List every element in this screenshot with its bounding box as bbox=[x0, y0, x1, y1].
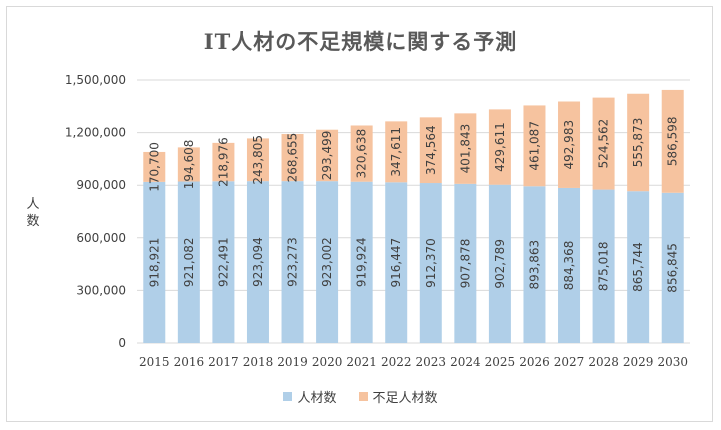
data-label-series1: 919,924 bbox=[355, 238, 369, 288]
data-label-series2: 243,805 bbox=[251, 135, 265, 185]
y-axis-label: 人数 bbox=[26, 197, 40, 229]
data-label-series1: 922,491 bbox=[216, 237, 230, 287]
y-tick-label: 0 bbox=[118, 336, 126, 350]
bar-segment-series1 bbox=[488, 184, 511, 343]
x-tick-label: 2022 bbox=[381, 355, 412, 369]
bar-segment-series2 bbox=[627, 93, 650, 192]
data-label-series2: 194,608 bbox=[182, 140, 196, 190]
data-label-series1: 923,094 bbox=[251, 237, 265, 287]
legend-label-series2: 不足人材数 bbox=[372, 391, 438, 406]
data-label-series2: 429,611 bbox=[493, 122, 507, 172]
x-tick-label: 2021 bbox=[346, 355, 377, 369]
bar-segment-series1 bbox=[281, 181, 304, 343]
x-tick-label: 2020 bbox=[312, 355, 343, 369]
bar-segment-series1 bbox=[661, 192, 684, 343]
legend-label-series1: 人材数 bbox=[297, 391, 337, 406]
bar-segment-series2 bbox=[488, 109, 511, 185]
bar-segment-series2 bbox=[350, 125, 373, 182]
x-tick-label: 2029 bbox=[623, 355, 654, 369]
bar-segment-series2 bbox=[419, 117, 442, 184]
x-tick-label: 2026 bbox=[519, 355, 550, 369]
data-label-series1: 875,018 bbox=[597, 241, 611, 291]
chart-title: IT人材の不足規模に関する予測 bbox=[203, 29, 518, 54]
bar-segment-series2 bbox=[661, 89, 684, 193]
data-label-series2: 586,598 bbox=[666, 117, 680, 167]
bar-segment-series1 bbox=[454, 183, 477, 343]
data-label-series1: 893,863 bbox=[527, 240, 541, 290]
bar-segment-series1 bbox=[419, 183, 442, 343]
legend-item-series1: 人材数 bbox=[283, 387, 337, 406]
y-tick-label: 1,500,000 bbox=[65, 73, 126, 87]
bar-segment-series1 bbox=[143, 181, 166, 343]
bar-segment-series1 bbox=[350, 181, 373, 343]
bar-segment-series2 bbox=[558, 101, 581, 188]
legend-item-series2: 不足人材数 bbox=[358, 387, 438, 406]
data-label-series1: 923,002 bbox=[320, 237, 334, 287]
y-tick-label: 600,000 bbox=[76, 231, 126, 245]
data-label-series1: 921,082 bbox=[182, 237, 196, 287]
data-label-series2: 170,700 bbox=[147, 142, 161, 192]
x-tick-label: 2023 bbox=[416, 355, 447, 369]
x-tick-label: 2015 bbox=[139, 355, 170, 369]
bar-segment-series1 bbox=[316, 181, 339, 343]
legend-swatch-series1 bbox=[283, 392, 293, 401]
x-tick-label: 2027 bbox=[554, 355, 585, 369]
bar-segment-series1 bbox=[523, 186, 546, 343]
y-tick-label: 1,200,000 bbox=[65, 126, 126, 140]
data-label-series2: 555,873 bbox=[631, 118, 645, 168]
legend-swatch-series2 bbox=[358, 392, 368, 401]
data-label-series1: 907,878 bbox=[458, 239, 472, 289]
x-tick-label: 2019 bbox=[277, 355, 308, 369]
bar-segment-series1 bbox=[558, 187, 581, 343]
data-label-series2: 218,976 bbox=[216, 137, 230, 187]
data-label-series1: 884,368 bbox=[562, 241, 576, 291]
data-label-series1: 865,744 bbox=[631, 242, 645, 292]
x-tick-label: 2028 bbox=[588, 355, 619, 369]
data-label-series1: 923,273 bbox=[286, 237, 300, 287]
bar-segment-series1 bbox=[385, 182, 408, 343]
legend: 人材数 不足人材数 bbox=[0, 387, 721, 406]
bar-segment-series1 bbox=[177, 181, 200, 343]
y-tick-label: 900,000 bbox=[76, 178, 126, 192]
x-tick-label: 2018 bbox=[243, 355, 274, 369]
data-label-series1: 902,789 bbox=[493, 239, 507, 289]
y-tick-label: 300,000 bbox=[76, 283, 126, 297]
bar-segment-series2 bbox=[316, 129, 339, 182]
bar-segment-series1 bbox=[212, 181, 235, 343]
data-label-series2: 524,562 bbox=[597, 119, 611, 169]
bar-segment-series2 bbox=[454, 113, 477, 184]
data-label-series2: 320,638 bbox=[355, 129, 369, 179]
x-tick-label: 2016 bbox=[174, 355, 205, 369]
bar-segment-series1 bbox=[592, 189, 615, 343]
x-tick-label: 2017 bbox=[208, 355, 239, 369]
bar-segment-series2 bbox=[143, 151, 166, 182]
x-tick-label: 2030 bbox=[657, 355, 688, 369]
data-label-series2: 492,983 bbox=[562, 120, 576, 170]
data-label-series1: 916,447 bbox=[389, 238, 403, 288]
data-label-series2: 347,611 bbox=[389, 127, 403, 177]
bar-segment-series2 bbox=[212, 142, 235, 182]
bar-segment-series2 bbox=[592, 97, 615, 190]
bar-segment-series1 bbox=[627, 191, 650, 343]
data-label-series1: 918,921 bbox=[147, 238, 161, 288]
data-label-series2: 293,499 bbox=[320, 131, 334, 181]
bar-segment-series1 bbox=[246, 181, 269, 343]
x-tick-label: 2024 bbox=[450, 355, 481, 369]
bar-segment-series2 bbox=[246, 138, 269, 182]
data-label-series2: 401,843 bbox=[458, 124, 472, 174]
bar-segment-series2 bbox=[523, 105, 546, 187]
data-label-series1: 912,370 bbox=[424, 238, 438, 288]
bar-segment-series2 bbox=[177, 147, 200, 182]
x-tick-label: 2025 bbox=[485, 355, 516, 369]
data-label-series2: 268,655 bbox=[286, 133, 300, 183]
bar-segment-series2 bbox=[281, 134, 304, 182]
data-label-series2: 374,564 bbox=[424, 125, 438, 175]
data-label-series1: 856,845 bbox=[666, 243, 680, 293]
bar-segment-series2 bbox=[385, 121, 408, 183]
data-label-series2: 461,087 bbox=[527, 121, 541, 171]
